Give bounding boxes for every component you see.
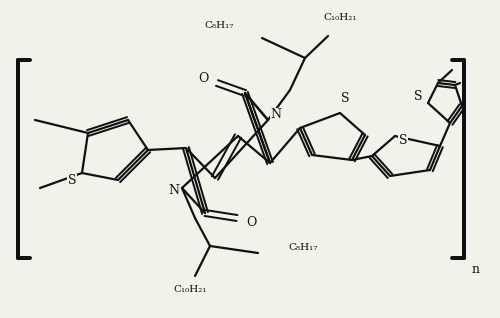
Text: C₁₀H₂₁: C₁₀H₂₁ <box>323 13 357 23</box>
Text: C₁₀H₂₁: C₁₀H₂₁ <box>174 286 207 294</box>
Text: O: O <box>198 73 208 86</box>
Text: S: S <box>414 91 422 103</box>
Text: C₈H₁₇: C₈H₁₇ <box>288 244 318 252</box>
Text: N: N <box>270 108 281 121</box>
Text: S: S <box>68 175 76 188</box>
Text: C₈H₁₇: C₈H₁₇ <box>204 22 234 31</box>
Text: S: S <box>399 135 407 148</box>
Text: n: n <box>472 263 480 276</box>
Text: S: S <box>341 93 349 106</box>
Text: O: O <box>246 216 256 229</box>
Text: N: N <box>168 184 179 197</box>
